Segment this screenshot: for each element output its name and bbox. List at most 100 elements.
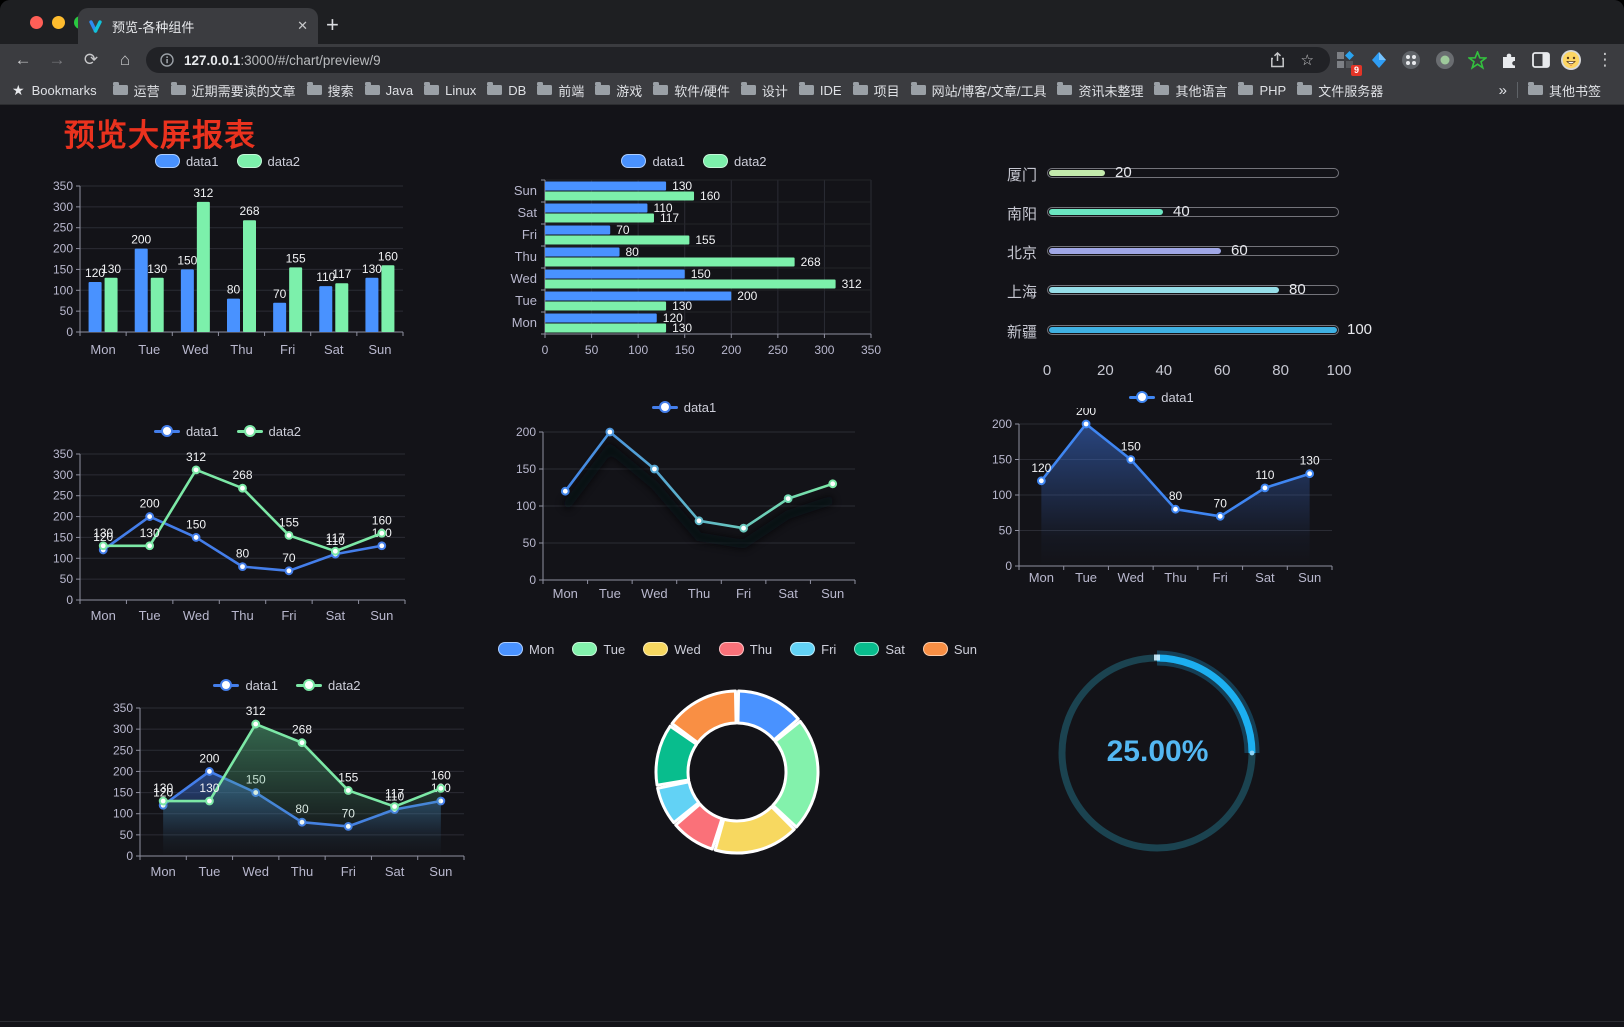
traffic-light-close[interactable]	[30, 16, 43, 29]
bookmark-folder[interactable]: PHP	[1238, 82, 1286, 98]
svg-text:150: 150	[53, 530, 73, 544]
bookmark-folder[interactable]: 资讯未整理	[1057, 81, 1143, 100]
legend-item[interactable]: data1	[153, 424, 219, 439]
bookmarks-star-icon[interactable]: ★	[12, 81, 25, 98]
browser-tab[interactable]: 预览-各种组件 ✕	[78, 8, 318, 44]
bookmark-folder[interactable]: 网站/博客/文章/工具	[910, 81, 1046, 100]
svg-text:250: 250	[768, 343, 788, 357]
folder-icon	[112, 82, 128, 95]
tab-strip: 预览-各种组件 ✕ +	[0, 0, 1624, 44]
home-button[interactable]: ⌂	[119, 50, 131, 69]
legend-item[interactable]: data1	[1129, 390, 1194, 405]
forward-button[interactable]: →	[48, 50, 66, 69]
bookmark-star-icon[interactable]: ☆	[1300, 52, 1314, 69]
legend-item[interactable]: data2	[236, 154, 300, 169]
browser-toolbar: ← → ⟳ ⌂ 127.0.0.1:3000/#/chart/preview/9…	[0, 44, 1624, 76]
extension-command-icon[interactable]	[1398, 47, 1424, 73]
pie-slice[interactable]	[713, 805, 796, 855]
svg-text:Thu: Thu	[1164, 570, 1186, 585]
traffic-light-minimize[interactable]	[52, 16, 65, 29]
legend-item[interactable]: Fri	[790, 642, 836, 657]
legend-item[interactable]: data2	[236, 424, 301, 439]
tab-panel-icon[interactable]	[1528, 47, 1554, 73]
bookmarks-root[interactable]: Bookmarks	[31, 82, 97, 98]
bookmark-folder[interactable]: 其他语言	[1154, 81, 1227, 100]
reload-button[interactable]: ⟳	[83, 50, 99, 69]
svg-text:Sat: Sat	[385, 864, 405, 879]
bookmark-folder[interactable]: 文件服务器	[1297, 81, 1383, 100]
legend-item[interactable]: data1	[213, 678, 278, 693]
pie-slice[interactable]	[656, 780, 701, 825]
svg-text:Sat: Sat	[326, 608, 346, 623]
svg-text:Wed: Wed	[182, 342, 209, 357]
bookmark-folder[interactable]: 前端	[537, 81, 584, 100]
svg-text:Mon: Mon	[1029, 570, 1054, 585]
svg-text:0: 0	[1005, 559, 1012, 573]
address-bar[interactable]: 127.0.0.1:3000/#/chart/preview/9 ☆	[146, 47, 1330, 73]
chart-canvas: 0 50 100 150 200 250 300 350 Mon Tue Wed Thu Fri Sat S…	[53, 179, 404, 357]
extension-star-icon[interactable]	[1464, 47, 1490, 73]
svg-text:Wed: Wed	[183, 608, 210, 623]
svg-text:Sat: Sat	[324, 342, 344, 357]
pie-slice[interactable]	[654, 724, 699, 787]
folder-icon	[424, 82, 440, 95]
legend-item[interactable]: Wed	[643, 642, 701, 657]
legend-item[interactable]: Sat	[854, 642, 905, 657]
svg-text:200: 200	[140, 497, 160, 511]
bookmarks-overflow-chevron[interactable]: »	[1498, 81, 1507, 99]
svg-text:Fri: Fri	[341, 864, 356, 879]
pie-slice[interactable]	[670, 689, 738, 745]
legend-item[interactable]: Thu	[718, 642, 772, 657]
extension-grid-icon[interactable]: 9	[1332, 47, 1362, 76]
emoji-profile-icon[interactable]	[1558, 47, 1584, 73]
bookmark-folder[interactable]: 运营	[112, 81, 160, 100]
legend-item[interactable]: Sun	[922, 642, 977, 657]
pie-slice[interactable]	[736, 689, 800, 742]
svg-text:160: 160	[378, 249, 398, 263]
pie-slice[interactable]	[674, 802, 724, 851]
svg-text:130: 130	[147, 262, 167, 276]
tab-close-icon[interactable]: ✕	[297, 18, 308, 33]
svg-text:70: 70	[616, 223, 630, 237]
legend-item[interactable]: data1	[621, 154, 685, 169]
bookmark-folder[interactable]: 软件/硬件	[653, 81, 730, 100]
legend-item[interactable]: data2	[296, 678, 361, 693]
other-bookmarks[interactable]: 其他书签	[1527, 81, 1601, 100]
legend-item[interactable]: Mon	[498, 642, 554, 657]
bookmark-folder[interactable]: 项目	[852, 81, 900, 100]
svg-text:160: 160	[372, 513, 392, 527]
svg-text:117: 117	[326, 531, 345, 545]
folder-icon	[653, 82, 669, 95]
browser-menu-icon[interactable]: ⋮	[1596, 50, 1614, 69]
svg-text:150: 150	[516, 462, 536, 476]
svg-text:117: 117	[332, 267, 351, 281]
bookmark-folder[interactable]: 近期需要读的文章	[170, 81, 296, 100]
bookmark-folder[interactable]: Linux	[424, 82, 476, 98]
svg-text:100: 100	[53, 283, 73, 297]
legend-item[interactable]: Tue	[572, 642, 625, 657]
bookmark-folder[interactable]: 搜索	[306, 81, 354, 100]
site-info-icon[interactable]	[160, 53, 174, 67]
bookmarks-bar: ★ Bookmarks 运营 近期需要读的文章 搜索 Java Linux DB 前端 游戏软…	[0, 76, 1624, 105]
legend-item[interactable]: data1	[154, 154, 219, 169]
svg-text:80: 80	[626, 245, 640, 259]
svg-text:200: 200	[516, 425, 536, 439]
svg-text:50: 50	[585, 343, 599, 357]
pie-slice[interactable]	[771, 719, 820, 829]
bookmark-folder[interactable]: Java	[364, 82, 413, 98]
bookmark-folder[interactable]: DB	[487, 82, 526, 98]
new-tab-button[interactable]: +	[326, 12, 339, 37]
page-title: 预览大屏报表	[64, 118, 256, 153]
extension-puzzle-icon[interactable]	[1496, 47, 1522, 73]
extension-record-icon[interactable]	[1432, 47, 1458, 73]
extension-diamond-icon[interactable]	[1366, 47, 1392, 73]
svg-text:200: 200	[131, 233, 151, 247]
bookmark-folder[interactable]: IDE	[798, 82, 842, 98]
back-button[interactable]: ←	[14, 50, 32, 69]
svg-text:70: 70	[1214, 496, 1228, 510]
bookmark-folder[interactable]: 游戏	[595, 81, 642, 100]
share-icon[interactable]	[1270, 52, 1285, 68]
bookmark-folder[interactable]: 设计	[740, 81, 788, 100]
legend-item[interactable]: data2	[703, 154, 767, 169]
legend-item[interactable]: data1	[651, 400, 716, 415]
